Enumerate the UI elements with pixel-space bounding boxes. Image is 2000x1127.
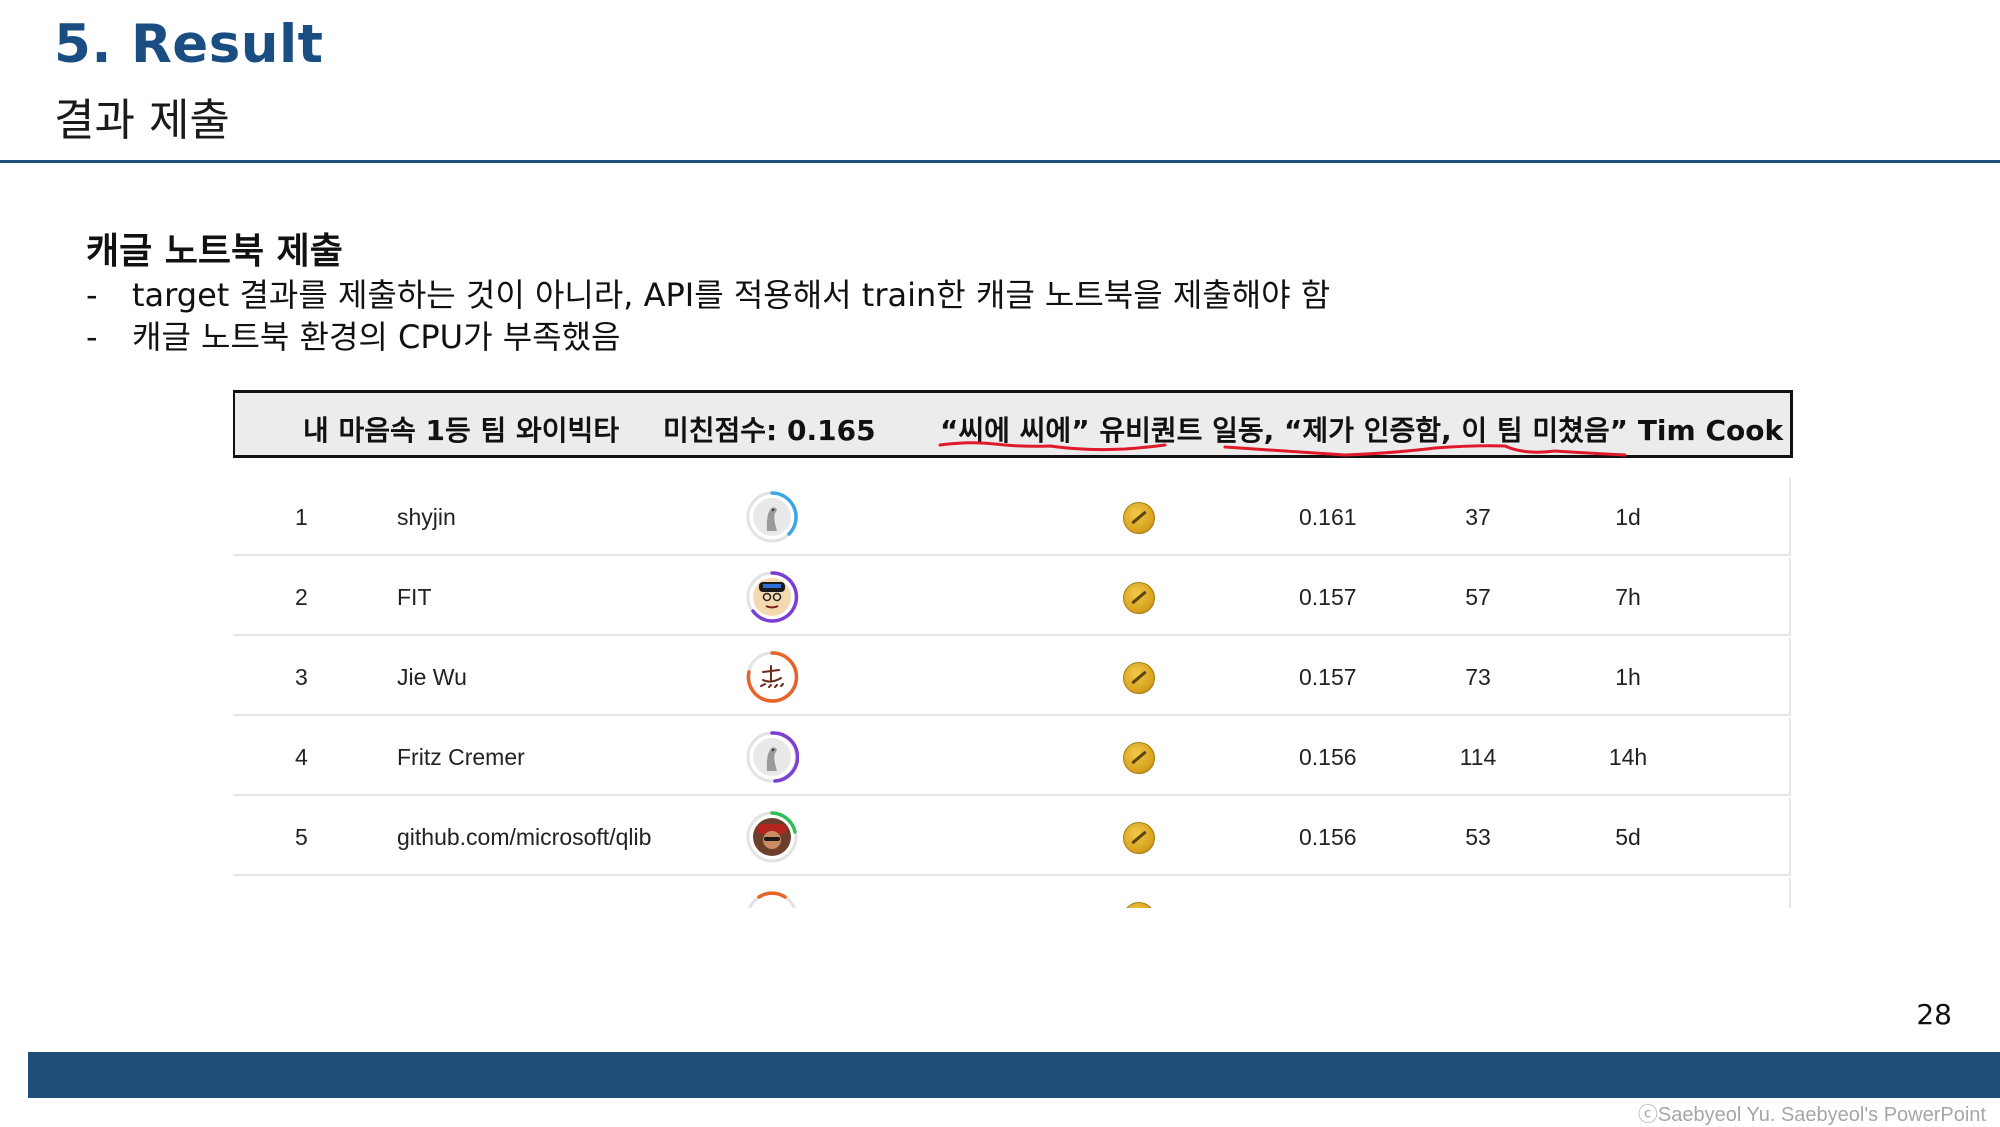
entries-cell: 53 [1465,824,1491,850]
team-name-link[interactable]: shyjin [397,504,456,530]
entries-cell: 37 [1465,504,1491,530]
bullet-item: - target 결과를 제출하는 것이 아니라, API를 적용해서 train… [86,270,1330,316]
gold-medal-icon [1123,662,1155,694]
entries-cell: 73 [1465,664,1491,690]
score-cell: 0.161 [1299,504,1357,530]
banner-team: 내 마음속 1등 팀 와이빅타 [303,414,620,447]
rank-cell: 4 [295,744,308,770]
header-divider [0,160,2000,163]
calligraphy-avatar-icon[interactable] [745,650,799,704]
callout-banner: 내 마음속 1등 팀 와이빅타 미친점수: 0.165 “씨에 씨에” 유비퀀트… [233,390,1793,458]
last-submission-cell: 1d [1615,504,1641,530]
team-name-link[interactable]: FIT [397,584,432,610]
gold-medal-icon [1123,822,1155,854]
score-cell: 0.156 [1299,744,1357,770]
last-submission-cell: 7h [1615,584,1641,610]
rank-cell: 1 [295,504,308,530]
table-row[interactable]: 4 Fritz Cremer 0.156 114 14h [233,718,1791,796]
banner-quote: “씨에 씨에” 유비퀀트 일동, “제가 인증함, 이 팀 미쳤음” Tim C… [940,414,1784,447]
slide-subtitle: 결과 제출 [54,95,230,146]
copyright-text: ⓒSaebyeol Yu. Saebyeol's PowerPoint [1637,1104,1986,1126]
page-number: 28 [1916,998,1952,1031]
cartoon-face-avatar-icon[interactable] [745,570,799,624]
table-row[interactable]: 2 FIT 0.157 57 7h [233,558,1791,636]
bullet-text: 캐글 노트북 환경의 CPU가 부족했음 [132,318,621,356]
table-row[interactable]: 1 shyjin 0.161 37 1d [233,478,1791,556]
last-submission-cell: 5d [1615,824,1641,850]
bullet-item: - 캐글 노트북 환경의 CPU가 부족했음 [86,312,620,358]
entries-cell: 114 [1459,744,1497,770]
table-row[interactable]: 3 Jie Wu 0.157 73 1h [233,638,1791,716]
photo-avatar-icon[interactable] [745,810,799,864]
cropped-avatar-icon [745,890,799,908]
duck-avatar-icon[interactable] [745,730,799,784]
footer-bar [28,1052,2000,1098]
team-name-link[interactable]: github.com/microsoft/qlib [397,824,652,850]
last-submission-cell: 1h [1615,664,1641,690]
table-row[interactable]: 5 github.com/microsoft/qlib 0.156 53 5d [233,798,1791,876]
rank-cell: 2 [295,584,308,610]
gold-medal-icon [1123,502,1155,534]
entries-cell: 57 [1465,584,1491,610]
score-cell: 0.157 [1299,664,1357,690]
score-cell: 0.156 [1299,824,1357,850]
bullet-text: target 결과를 제출하는 것이 아니라, API를 적용해서 train한… [132,276,1331,314]
duck-avatar-icon[interactable] [745,490,799,544]
bullet-marker: - [86,276,98,314]
last-submission-cell: 14h [1608,744,1648,770]
gold-medal-icon [1123,582,1155,614]
table-row[interactable] [233,878,1791,908]
gold-medal-icon [1123,742,1155,774]
team-name-link[interactable]: Fritz Cremer [397,744,525,770]
gold-medal-icon [1123,902,1155,908]
rank-cell: 5 [295,824,308,850]
banner-score: 미친점수: 0.165 [663,414,876,447]
score-cell: 0.157 [1299,584,1357,610]
leaderboard-table: 1 shyjin 0.161 37 1d 2 FIT 0.157 57 7h 3… [233,478,1791,908]
bullet-marker: - [86,318,98,356]
section-heading: 캐글 노트북 제출 [86,231,343,272]
team-name-link[interactable]: Jie Wu [397,664,467,690]
rank-cell: 3 [295,664,308,690]
slide-title: 5. Result [54,14,324,75]
